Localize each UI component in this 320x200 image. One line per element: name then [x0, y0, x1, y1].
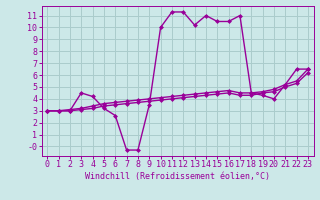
X-axis label: Windchill (Refroidissement éolien,°C): Windchill (Refroidissement éolien,°C) — [85, 172, 270, 181]
